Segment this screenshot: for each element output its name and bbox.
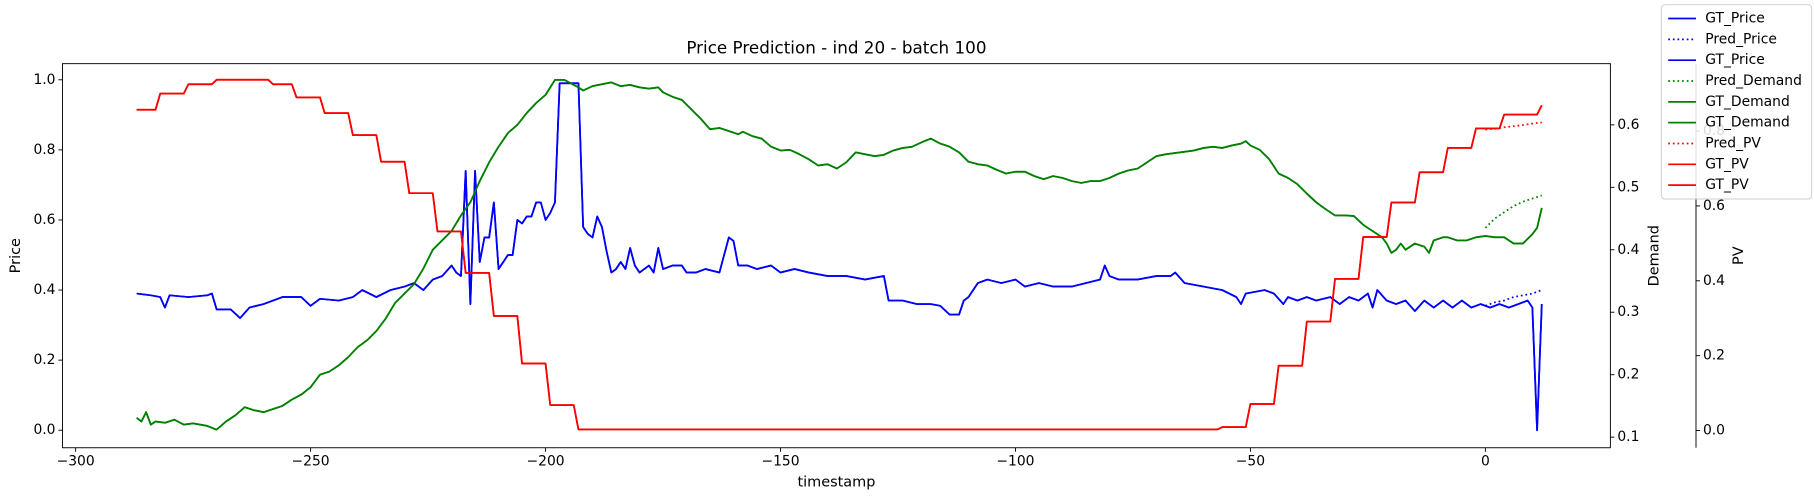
legend-label: Pred_Price bbox=[1705, 31, 1777, 47]
y-tick-label: 0.4 bbox=[33, 282, 55, 298]
x-tick-label: −100 bbox=[996, 454, 1034, 470]
x-tick-label: −150 bbox=[761, 454, 799, 470]
y2-tick-label: 0.1 bbox=[1617, 429, 1639, 445]
x-tick-label: −50 bbox=[1236, 454, 1265, 470]
legend-label: GT_Price bbox=[1705, 11, 1765, 27]
x-axis-label: timestamp bbox=[797, 474, 875, 490]
axis-label: Price bbox=[8, 238, 24, 273]
y-tick-label: 1.0 bbox=[33, 72, 55, 88]
legend-label: GT_PV bbox=[1705, 156, 1749, 172]
series-line bbox=[1485, 289, 1543, 307]
y2-tick-label: 0.3 bbox=[1617, 304, 1639, 320]
axis-label: PV bbox=[1731, 246, 1747, 265]
y2-tick-label: 0.2 bbox=[1617, 367, 1639, 383]
legend-label: Pred_PV bbox=[1705, 135, 1761, 151]
x-tick-label: −250 bbox=[292, 454, 330, 470]
axes-frame bbox=[62, 63, 1611, 449]
y-tick-label: 0.6 bbox=[33, 212, 55, 228]
legend-label: GT_Price bbox=[1705, 52, 1765, 68]
legend-label: GT_PV bbox=[1705, 177, 1749, 193]
series-line bbox=[136, 79, 1543, 431]
y2-tick-label: 0.4 bbox=[1617, 242, 1639, 258]
series-line bbox=[136, 82, 1543, 432]
x-tick-label: −300 bbox=[57, 454, 95, 470]
y2-tick-label: 0.5 bbox=[1617, 179, 1639, 195]
chart-title: Price Prediction - ind 20 - batch 100 bbox=[686, 38, 986, 58]
legend-label: GT_Demand bbox=[1705, 94, 1790, 110]
series-line bbox=[136, 78, 1543, 431]
axis-label: Demand bbox=[1646, 225, 1662, 286]
y2-tick-label: 0.6 bbox=[1617, 117, 1639, 133]
y-tick-label: 0.0 bbox=[33, 422, 55, 438]
x-tick-label: −200 bbox=[526, 454, 564, 470]
y3-tick-label: 0.6 bbox=[1703, 198, 1725, 214]
y3-tick-label: 0.4 bbox=[1703, 273, 1725, 289]
y3-tick-label: 0.0 bbox=[1703, 423, 1725, 439]
legend-box bbox=[1660, 4, 1813, 200]
y-tick-label: 0.8 bbox=[33, 142, 55, 158]
y-tick-label: 0.2 bbox=[33, 352, 55, 368]
x-tick-label: 0 bbox=[1481, 454, 1490, 470]
series-line bbox=[1484, 194, 1543, 229]
legend-label: Pred_Demand bbox=[1705, 73, 1802, 89]
legend-label: GT_Demand bbox=[1705, 115, 1790, 131]
y3-tick-label: 0.2 bbox=[1703, 348, 1725, 364]
